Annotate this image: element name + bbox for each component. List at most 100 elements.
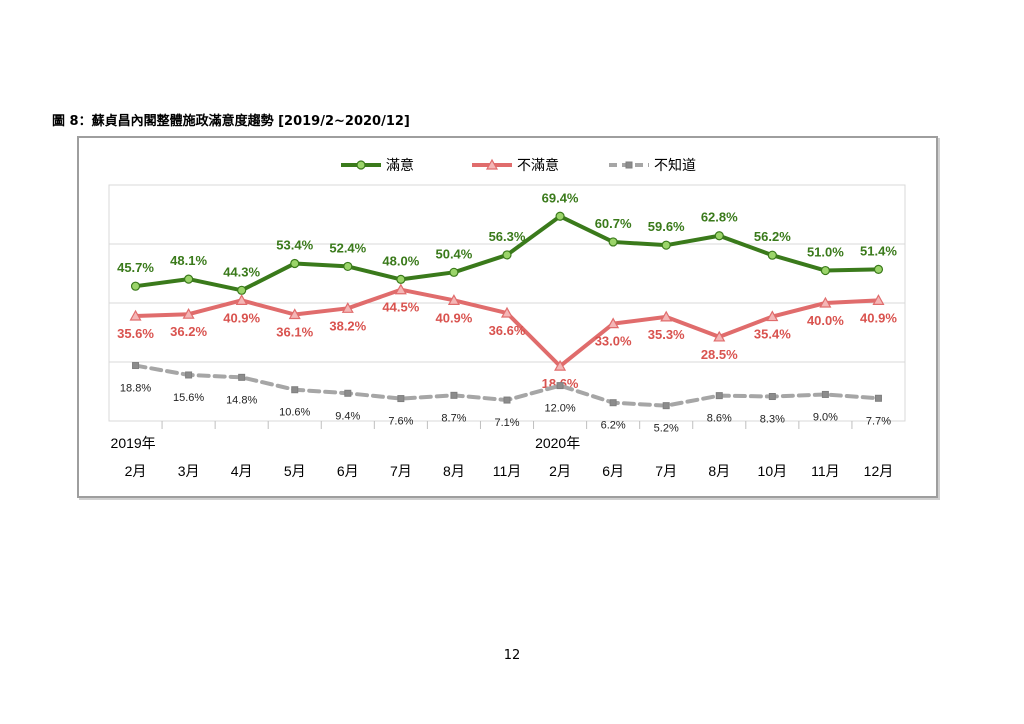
data-point — [820, 265, 831, 276]
data-point — [502, 250, 512, 260]
line-chart: 滿意 不滿意 不知道 45.7% 48.1% 44.3% 53.4% 52.4% 48.0% 50… — [108, 157, 906, 479]
data-label: 40.9% — [860, 310, 897, 325]
data-point — [554, 359, 567, 371]
data-point — [768, 393, 776, 401]
year-label: 2020年 — [535, 435, 580, 451]
data-label: 62.8% — [701, 210, 738, 225]
data-point — [185, 371, 193, 379]
legend-label: 不滿意 — [517, 157, 559, 173]
plot-area — [108, 184, 906, 422]
data-label: 51.0% — [807, 245, 844, 260]
legend-marker — [485, 158, 499, 170]
data-label: 40.9% — [435, 310, 472, 325]
data-label: 44.3% — [223, 264, 260, 279]
data-label: 7.6% — [388, 416, 413, 428]
data-label: 9.0% — [813, 411, 838, 423]
data-point — [873, 264, 884, 274]
data-point — [288, 308, 301, 320]
page-number: 12 — [503, 648, 521, 663]
data-label: 8.7% — [441, 412, 466, 424]
data-point — [450, 391, 458, 399]
data-label: 48.1% — [170, 253, 207, 268]
data-point — [662, 402, 670, 410]
data-label: 7.7% — [866, 415, 891, 427]
data-label: 44.5% — [382, 300, 419, 315]
data-point — [394, 283, 407, 295]
data-label: 18.8% — [120, 383, 151, 395]
data-point — [713, 330, 726, 342]
figure-title: 圖 8：蘇貞昌內閣整體施政滿意度趨勢 [2019/2~2020/12] — [52, 114, 410, 129]
data-label: 6.2% — [601, 420, 626, 432]
data-point — [237, 285, 247, 295]
data-label: 9.4% — [335, 410, 360, 422]
x-tick-label: 8月 — [443, 463, 465, 479]
x-tick-label: 7月 — [390, 463, 412, 479]
data-label: 52.4% — [329, 240, 366, 255]
data-label: 35.3% — [648, 327, 685, 342]
x-tick-label: 11月 — [811, 463, 840, 479]
data-point — [767, 250, 777, 260]
data-label: 53.4% — [276, 237, 313, 252]
data-label: 15.6% — [173, 392, 204, 404]
data-point — [872, 294, 885, 305]
data-label: 38.2% — [329, 318, 366, 333]
data-point — [819, 296, 832, 308]
data-point — [821, 390, 829, 398]
data-point — [555, 211, 565, 221]
data-label: 10.6% — [279, 407, 310, 419]
x-tick-label: 2月 — [549, 463, 571, 479]
data-point — [556, 382, 564, 390]
data-label: 33.0% — [595, 334, 632, 349]
data-label: 48.0% — [382, 253, 419, 268]
data-label: 8.3% — [760, 414, 785, 426]
data-point — [608, 237, 618, 247]
series-3: 18.8% 15.6% 14.8% 10.6% 9.4% 7.6% 8.7% 7.1% 12.0… — [120, 362, 891, 435]
data-label: 59.6% — [648, 219, 685, 234]
data-label: 14.8% — [226, 394, 257, 406]
data-point — [343, 261, 353, 272]
x-tick-label: 2月 — [125, 463, 147, 479]
legend-label: 滿意 — [386, 157, 414, 173]
data-label: 45.7% — [117, 260, 154, 275]
data-point — [766, 310, 779, 322]
legend-item: 滿意 — [341, 157, 414, 173]
data-label: 35.6% — [117, 326, 154, 341]
x-tick-label: 6月 — [337, 463, 359, 479]
data-point — [609, 399, 617, 407]
data-label: 56.3% — [489, 229, 526, 244]
data-label: 28.5% — [701, 347, 738, 362]
x-tick-label: 5月 — [284, 463, 306, 479]
legend-marker — [356, 160, 366, 170]
x-tick-label: 10月 — [758, 463, 788, 479]
data-point — [132, 362, 140, 370]
data-label: 5.2% — [654, 423, 679, 435]
legend-item: 不滿意 — [472, 157, 559, 173]
data-label: 50.4% — [435, 246, 472, 261]
data-point — [503, 396, 511, 404]
data-point — [183, 274, 194, 284]
data-label: 40.9% — [223, 310, 260, 325]
data-point — [130, 281, 141, 291]
data-point — [235, 294, 248, 305]
chart-frame: 滿意 不滿意 不知道 45.7% 48.1% 44.3% 53.4% 52.4% 48.0% 50… — [77, 136, 938, 498]
data-point — [874, 394, 882, 402]
x-tick-label: 12月 — [864, 463, 894, 479]
data-label: 7.1% — [494, 417, 519, 429]
data-label: 56.2% — [754, 229, 791, 244]
data-label: 36.6% — [489, 323, 526, 338]
x-tick-label: 7月 — [655, 463, 677, 479]
data-point — [341, 302, 354, 313]
legend-label: 不知道 — [654, 157, 696, 173]
data-point — [238, 373, 246, 381]
data-point — [660, 310, 673, 322]
x-tick-label: 6月 — [602, 463, 624, 479]
data-point — [607, 317, 620, 329]
data-label: 8.6% — [707, 413, 732, 425]
data-point — [344, 389, 352, 397]
data-point — [714, 231, 724, 241]
data-label: 40.0% — [807, 313, 844, 328]
series-1: 45.7% 48.1% 44.3% 53.4% 52.4% 48.0% 50.4% 56.3%… — [117, 190, 897, 295]
data-label: 12.0% — [544, 403, 575, 415]
x-tick-label: 3月 — [178, 463, 200, 479]
x-tick-label: 4月 — [231, 463, 253, 479]
